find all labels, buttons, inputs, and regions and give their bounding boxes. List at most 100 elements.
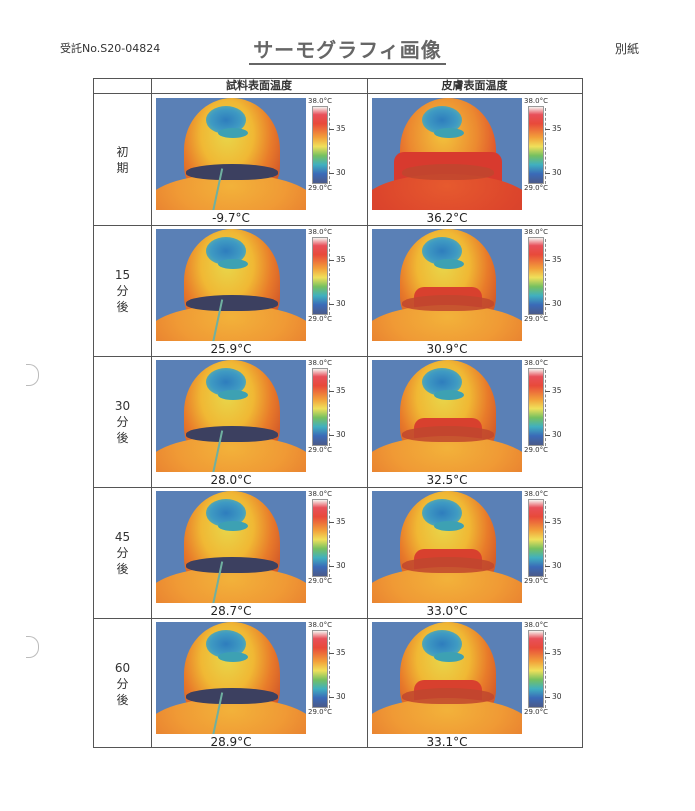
sample-temperature-cell: 38.0°C 29.0°C 35 30 28.9°C <box>152 618 367 749</box>
scale-tick-35: 35 <box>545 517 562 526</box>
row-label-text: 60 分 後 <box>114 660 131 707</box>
skin-temperature-cell: 38.0°C 29.0°C 35 30 32.5°C <box>368 356 583 487</box>
skin-temperature-value: 33.1°C <box>426 735 468 749</box>
row-label-text: 15 分 後 <box>114 267 131 314</box>
thermography-image <box>372 229 522 341</box>
page-title: サーモグラフィ画像 <box>0 34 695 65</box>
receipt-number: 受託No.S20-04824 <box>60 42 161 55</box>
thermography-image <box>156 229 306 341</box>
sample-temperature-value: 28.9°C <box>210 735 252 749</box>
column-header-sample: 試料表面温度 <box>226 79 292 92</box>
skin-temperature-cell: 38.0°C 29.0°C 35 30 30.9°C <box>368 225 583 356</box>
scale-axis <box>545 632 547 708</box>
thermography-image <box>156 622 306 734</box>
scale-min-label: 29.0°C <box>524 184 548 192</box>
scale-min-label: 29.0°C <box>308 184 332 192</box>
thermography-table: 試料表面温度 皮膚表面温度 初 期 38.0°C 29.0°C 35 30 -9.7°C 3… <box>93 78 583 749</box>
row-label: 30 分 後 <box>94 356 151 487</box>
scale-max-label: 38.0°C <box>308 490 332 498</box>
scale-min-label: 29.0°C <box>524 446 548 454</box>
scale-axis <box>329 632 331 708</box>
scale-min-label: 29.0°C <box>308 315 332 323</box>
thermography-image <box>156 491 306 603</box>
scale-min-label: 29.0°C <box>308 708 332 716</box>
scale-tick-35: 35 <box>545 255 562 264</box>
color-scale-bar <box>312 630 328 708</box>
thermography-image <box>156 360 306 472</box>
scale-axis <box>329 108 331 184</box>
scale-tick-35: 35 <box>545 648 562 657</box>
row-label: 初 期 <box>94 94 151 225</box>
scale-min-label: 29.0°C <box>308 446 332 454</box>
thermography-image <box>156 98 306 210</box>
sample-temperature-value: 28.0°C <box>210 473 252 487</box>
scale-max-label: 38.0°C <box>524 359 548 367</box>
sample-temperature-value: 28.7°C <box>210 604 252 618</box>
row-label: 15 分 後 <box>94 225 151 356</box>
scale-max-label: 38.0°C <box>308 97 332 105</box>
scale-tick-35: 35 <box>329 124 346 133</box>
scale-tick-35: 35 <box>329 255 346 264</box>
sample-temperature-value: -9.7°C <box>212 211 250 225</box>
color-scale-bar <box>528 499 544 577</box>
scale-axis <box>329 501 331 577</box>
row-label-text: 45 分 後 <box>114 529 131 576</box>
scale-max-label: 38.0°C <box>524 490 548 498</box>
binder-hole-mark <box>26 364 39 386</box>
scale-max-label: 38.0°C <box>524 97 548 105</box>
row-label-text: 30 分 後 <box>114 398 131 445</box>
thermography-image <box>372 98 522 210</box>
scale-max-label: 38.0°C <box>308 621 332 629</box>
scale-axis <box>545 370 547 446</box>
scale-tick-30: 30 <box>329 561 346 570</box>
thermography-image <box>372 622 522 734</box>
sample-temperature-cell: 38.0°C 29.0°C 35 30 -9.7°C <box>152 94 367 225</box>
scale-axis <box>329 370 331 446</box>
skin-temperature-cell: 38.0°C 29.0°C 35 30 33.1°C <box>368 618 583 749</box>
scale-tick-30: 30 <box>329 430 346 439</box>
color-scale-bar <box>528 237 544 315</box>
color-scale-bar <box>312 368 328 446</box>
scale-axis <box>545 501 547 577</box>
scale-min-label: 29.0°C <box>524 577 548 585</box>
scale-tick-35: 35 <box>329 517 346 526</box>
row-label: 60 分 後 <box>94 618 151 749</box>
sample-temperature-cell: 38.0°C 29.0°C 35 30 28.0°C <box>152 356 367 487</box>
row-divider <box>94 487 582 488</box>
table-divider <box>94 93 582 94</box>
scale-max-label: 38.0°C <box>524 228 548 236</box>
color-scale-bar <box>528 106 544 184</box>
skin-temperature-value: 33.0°C <box>426 604 468 618</box>
row-label: 45 分 後 <box>94 487 151 618</box>
skin-temperature-value: 32.5°C <box>426 473 468 487</box>
sample-temperature-cell: 38.0°C 29.0°C 35 30 28.7°C <box>152 487 367 618</box>
scale-axis <box>545 108 547 184</box>
skin-temperature-value: 36.2°C <box>426 211 468 225</box>
color-scale-bar <box>312 237 328 315</box>
annex-label: 別紙 <box>614 42 639 56</box>
thermography-image <box>372 360 522 472</box>
skin-temperature-cell: 38.0°C 29.0°C 35 30 33.0°C <box>368 487 583 618</box>
color-scale-bar <box>312 499 328 577</box>
scale-max-label: 38.0°C <box>524 621 548 629</box>
row-divider <box>94 618 582 619</box>
scale-tick-30: 30 <box>545 692 562 701</box>
scale-axis <box>329 239 331 315</box>
scale-min-label: 29.0°C <box>524 315 548 323</box>
skin-temperature-cell: 38.0°C 29.0°C 35 30 36.2°C <box>368 94 583 225</box>
page-title-text: サーモグラフィ画像 <box>249 38 446 65</box>
thermography-image <box>372 491 522 603</box>
skin-temperature-value: 30.9°C <box>426 342 468 356</box>
scale-axis <box>545 239 547 315</box>
scale-tick-35: 35 <box>545 124 562 133</box>
sample-temperature-cell: 38.0°C 29.0°C 35 30 25.9°C <box>152 225 367 356</box>
binder-hole-mark <box>26 636 39 658</box>
scale-min-label: 29.0°C <box>308 577 332 585</box>
row-divider <box>94 225 582 226</box>
scale-tick-30: 30 <box>545 299 562 308</box>
row-label-text: 初 期 <box>116 144 129 175</box>
color-scale-bar <box>312 106 328 184</box>
scale-min-label: 29.0°C <box>524 708 548 716</box>
scale-tick-35: 35 <box>545 386 562 395</box>
scale-tick-30: 30 <box>545 561 562 570</box>
